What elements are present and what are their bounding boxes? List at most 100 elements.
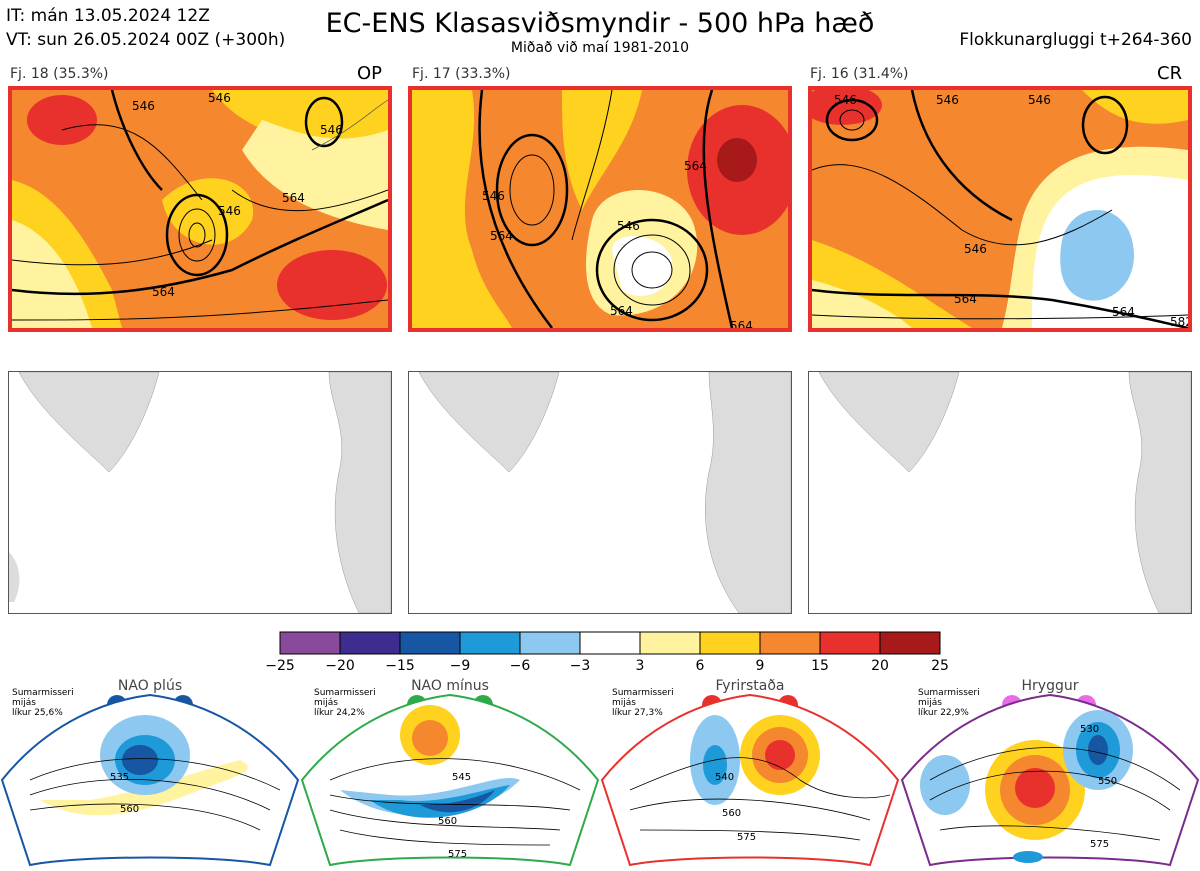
cluster-1-label: Fj. 18 (35.3%) bbox=[10, 66, 109, 82]
regime-season: Sumarmisseri bbox=[918, 688, 980, 698]
colorbar-segment bbox=[699, 631, 761, 655]
regime-probability: líkur 25,6% bbox=[12, 708, 63, 718]
contour-label: 560 bbox=[120, 804, 139, 815]
colorbar-tick-label: 20 bbox=[871, 658, 889, 674]
land-outline bbox=[818, 372, 1191, 613]
contour-label: 546 bbox=[834, 93, 857, 107]
contour-label: 546 bbox=[964, 242, 987, 256]
colorbar-tick-label: 25 bbox=[931, 658, 949, 674]
colorbar-tick-label: −6 bbox=[510, 658, 531, 674]
cluster-2-label: Fj. 17 (33.3%) bbox=[412, 66, 511, 82]
contour-label: 535 bbox=[110, 772, 129, 783]
contour-label: 546 bbox=[132, 99, 155, 113]
contour-label: 546 bbox=[617, 219, 640, 233]
regime-probability: líkur 24,2% bbox=[314, 708, 365, 718]
page-title: EC-ENS Klasasviðsmyndir - 500 hPa hæð bbox=[325, 8, 875, 39]
clustering-window: Flokkunargluggi t+264-360 bbox=[959, 30, 1192, 50]
cluster-1-anomaly-field: 546 546 564 564 546 546 582 bbox=[12, 90, 388, 328]
regime-ridge: Sumarmisseri mijás líkur 22,9% Hryggur 5… bbox=[900, 678, 1200, 870]
empty-map-2 bbox=[408, 371, 792, 614]
contour-label: 564 bbox=[490, 229, 513, 243]
contour-label: 582 bbox=[1170, 315, 1188, 328]
regime-sub: mijás bbox=[612, 698, 636, 708]
contour-label: 560 bbox=[722, 808, 741, 819]
contour-label: 546 bbox=[1028, 93, 1051, 107]
colorbar-tick-label: 3 bbox=[636, 658, 645, 674]
contour-label: 564 bbox=[954, 292, 977, 306]
colorbar-tick-label: −25 bbox=[265, 658, 295, 674]
cluster-2-anomaly-field: 546 564 564 546 564 564 bbox=[412, 90, 788, 328]
cluster-3-label: Fj. 16 (31.4%) bbox=[810, 66, 909, 82]
colorbar-tick-label: 6 bbox=[696, 658, 705, 674]
colorbar-segment bbox=[579, 631, 641, 655]
page-subtitle: Miðað við maí 1981-2010 bbox=[510, 40, 690, 56]
cluster-1-map: 546 546 564 564 546 546 582 bbox=[8, 86, 392, 332]
cluster-2-map: 546 564 564 546 564 564 bbox=[408, 86, 792, 332]
regime-nao-minus: Sumarmisseri mijás líkur 24,2% NAO mínus… bbox=[300, 678, 600, 870]
regime-sub: mijás bbox=[918, 698, 942, 708]
contour-label: 564 bbox=[282, 191, 305, 205]
colorbar: −25 −20 −15 −9 −6 −3 3 6 9 15 20 25 bbox=[265, 631, 949, 674]
regime-sub: mijás bbox=[12, 698, 36, 708]
contour-label: 546 bbox=[320, 123, 343, 137]
empty-map-3 bbox=[808, 371, 1192, 614]
colorbar-segment bbox=[639, 631, 701, 655]
empty-map-1 bbox=[8, 371, 392, 614]
contour-label: 546 bbox=[482, 189, 505, 203]
cluster-3-map: 546 546 546 546 564 564 582 bbox=[808, 86, 1192, 332]
cluster-1-tag: OP bbox=[357, 63, 383, 84]
contour-label: 550 bbox=[1098, 776, 1117, 787]
contour-label: 564 bbox=[684, 159, 707, 173]
colorbar-segment bbox=[279, 631, 341, 655]
cluster-3-tag: CR bbox=[1157, 63, 1183, 84]
contour-label: 546 bbox=[208, 91, 231, 105]
contour-label: 560 bbox=[438, 816, 457, 827]
colorbar-tick-label: −3 bbox=[570, 658, 591, 674]
regime-map: 530 550 575 bbox=[900, 693, 1200, 867]
regime-season: Sumarmisseri bbox=[314, 688, 376, 698]
contour-label: 575 bbox=[1090, 839, 1109, 850]
contour-label: 546 bbox=[218, 204, 241, 218]
contour-label: 564 bbox=[1112, 305, 1135, 319]
regime-sub: mijás bbox=[314, 698, 338, 708]
contour-label: 575 bbox=[737, 832, 756, 843]
colorbar-segment bbox=[759, 631, 821, 655]
contour-label: 564 bbox=[152, 285, 175, 299]
colorbar-segment bbox=[819, 631, 881, 655]
colorbar-segment bbox=[399, 631, 461, 655]
colorbar-segment bbox=[519, 631, 581, 655]
regime-probability: líkur 27,3% bbox=[612, 708, 663, 718]
contour-label: 540 bbox=[715, 772, 734, 783]
colorbar-segment bbox=[879, 631, 941, 655]
colorbar-segment bbox=[459, 631, 521, 655]
regime-title: Fyrirstaða bbox=[715, 678, 785, 694]
contour-label: 575 bbox=[448, 849, 467, 860]
land-outline bbox=[418, 372, 791, 613]
colorbar-tick-label: 9 bbox=[756, 658, 765, 674]
land-outline bbox=[9, 372, 391, 613]
regime-map: 535 560 bbox=[0, 693, 300, 867]
contour-label: 545 bbox=[452, 772, 471, 783]
regime-nao-plus: Sumarmisseri mijás líkur 25,6% NAO plús … bbox=[0, 678, 300, 870]
contour-label: 546 bbox=[936, 93, 959, 107]
regime-map: 545 560 575 bbox=[300, 693, 600, 867]
regime-title: NAO plús bbox=[117, 678, 183, 694]
regime-title: Hryggur bbox=[1021, 678, 1079, 694]
colorbar-tick-label: −20 bbox=[325, 658, 355, 674]
contour-label: 564 bbox=[730, 319, 753, 328]
regime-title: NAO mínus bbox=[411, 678, 489, 694]
initial-time: IT: mán 13.05.2024 12Z bbox=[6, 6, 210, 26]
header-info: IT: mán 13.05.2024 12Z VT: sun 26.05.202… bbox=[6, 4, 285, 52]
colorbar-segment bbox=[339, 631, 401, 655]
contour-label: 564 bbox=[610, 304, 633, 318]
contour-label: 582 bbox=[248, 327, 271, 328]
colorbar-tick-label: 15 bbox=[811, 658, 829, 674]
colorbar-tick-label: −9 bbox=[450, 658, 471, 674]
regime-season: Sumarmisseri bbox=[612, 688, 674, 698]
regime-map: 540 560 575 bbox=[600, 693, 900, 867]
valid-time: VT: sun 26.05.2024 00Z (+300h) bbox=[6, 30, 286, 50]
regime-season: Sumarmisseri bbox=[12, 688, 74, 698]
regime-probability: líkur 22,9% bbox=[918, 708, 969, 718]
contour-label: 530 bbox=[1080, 724, 1099, 735]
regime-blocking: Sumarmisseri mijás líkur 27,3% Fyrirstað… bbox=[600, 678, 900, 870]
